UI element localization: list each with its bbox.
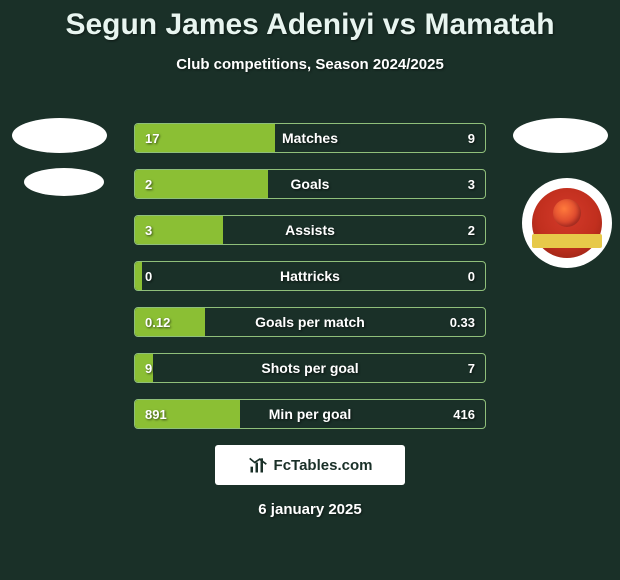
right-team-badge — [522, 178, 612, 268]
stats-panel: 17Matches92Goals33Assists20Hattricks00.1… — [134, 123, 486, 429]
stat-label: Goals — [135, 170, 485, 198]
brand-badge[interactable]: FcTables.com — [215, 445, 405, 485]
stat-value-right: 416 — [453, 400, 475, 428]
stat-value-right: 7 — [468, 354, 475, 382]
subtitle: Club competitions, Season 2024/2025 — [0, 56, 620, 73]
stat-row: 17Matches9 — [134, 123, 486, 153]
left-logo-ellipse-1 — [12, 118, 107, 153]
stat-label: Matches — [135, 124, 485, 152]
badge-inner — [532, 188, 602, 258]
stat-row: 9Shots per goal7 — [134, 353, 486, 383]
stat-value-right: 0 — [468, 262, 475, 290]
stat-value-right: 3 — [468, 170, 475, 198]
badge-ball-icon — [553, 199, 581, 227]
badge-band — [532, 234, 602, 248]
stat-row: 0.12Goals per match0.33 — [134, 307, 486, 337]
chart-icon — [248, 455, 268, 475]
stat-value-right: 9 — [468, 124, 475, 152]
stat-value-right: 2 — [468, 216, 475, 244]
page-title: Segun James Adeniyi vs Mamatah — [0, 0, 620, 42]
stat-label: Hattricks — [135, 262, 485, 290]
left-logo-ellipse-2 — [24, 168, 104, 196]
stat-label: Min per goal — [135, 400, 485, 428]
stat-row: 0Hattricks0 — [134, 261, 486, 291]
right-logo-ellipse — [513, 118, 608, 153]
stat-label: Shots per goal — [135, 354, 485, 382]
stat-value-right: 0.33 — [450, 308, 475, 336]
footer-date: 6 january 2025 — [0, 501, 620, 518]
stat-row: 2Goals3 — [134, 169, 486, 199]
stat-row: 891Min per goal416 — [134, 399, 486, 429]
brand-text: FcTables.com — [274, 457, 373, 474]
stat-row: 3Assists2 — [134, 215, 486, 245]
stat-label: Assists — [135, 216, 485, 244]
stat-label: Goals per match — [135, 308, 485, 336]
